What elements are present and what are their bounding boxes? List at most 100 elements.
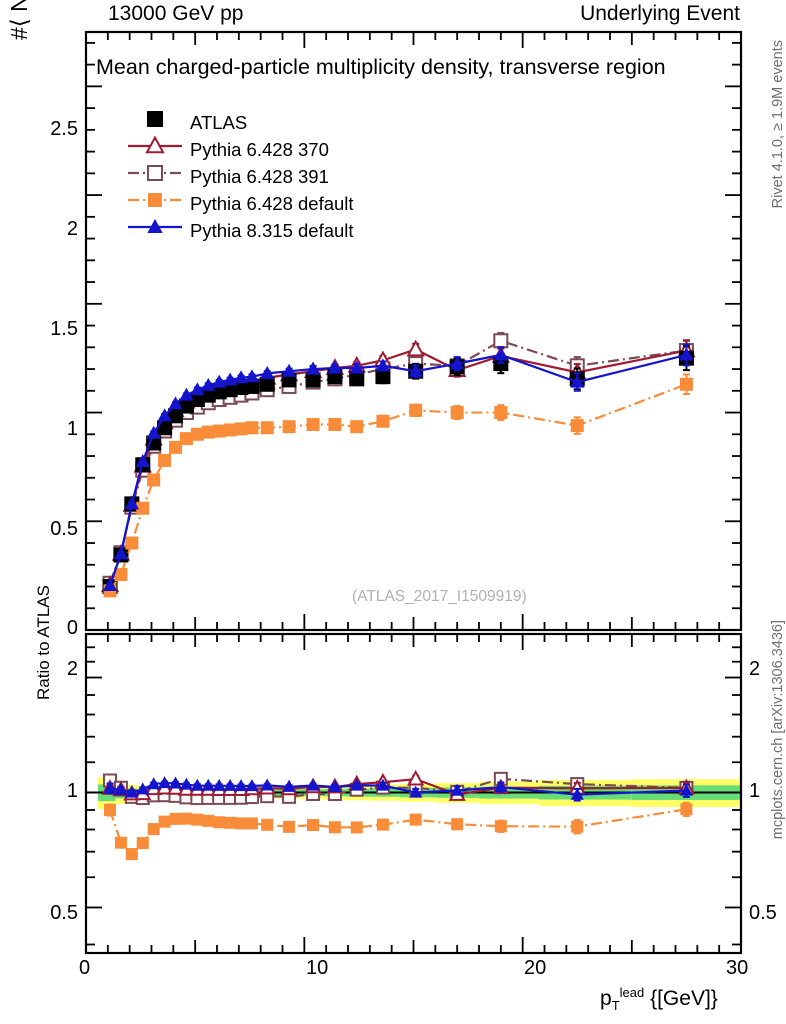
data-point xyxy=(125,785,139,798)
data-point xyxy=(409,403,423,417)
data-point xyxy=(375,369,391,385)
data-point xyxy=(282,420,296,434)
data-point xyxy=(201,425,215,439)
legend-label-pythia6-default: Pythia 6.428 default xyxy=(190,193,354,214)
legend-marker-4[interactable] xyxy=(128,218,182,233)
data-point xyxy=(213,816,226,829)
legend-marker-1[interactable] xyxy=(128,135,182,154)
data-point xyxy=(135,453,150,467)
data-point xyxy=(179,387,194,401)
data-point xyxy=(102,577,118,591)
main-panel-frame xyxy=(84,30,743,632)
data-point xyxy=(224,816,237,829)
data-point xyxy=(350,778,364,791)
legend-marker-2[interactable] xyxy=(128,165,182,181)
data-point xyxy=(305,372,321,388)
data-point xyxy=(212,778,226,791)
series-pythia-6-428-370-main xyxy=(100,339,696,593)
page-title: Mean charged-particle multiplicity densi… xyxy=(96,55,666,79)
series-line xyxy=(109,383,687,592)
data-point xyxy=(283,820,296,833)
x-tick-30: 30 xyxy=(726,957,749,979)
legend-marker-3[interactable] xyxy=(128,193,182,207)
data-point xyxy=(201,377,216,391)
data-point xyxy=(179,777,194,790)
legend-symbol xyxy=(145,135,165,154)
data-point xyxy=(179,432,193,446)
data-point xyxy=(146,435,162,451)
y-tick-ratio-0.5-right: 0.5 xyxy=(749,902,777,924)
header-beam-energy: 13000 GeV pp xyxy=(108,2,244,25)
data-point xyxy=(350,821,363,834)
y-tick-ratio-2-right: 2 xyxy=(749,658,761,680)
data-point xyxy=(244,369,260,383)
series-atlas-main xyxy=(102,345,694,595)
data-point xyxy=(245,421,259,435)
data-point xyxy=(113,546,129,560)
data-point xyxy=(260,421,274,435)
data-point xyxy=(680,803,693,816)
dataset-watermark: (ATLAS_2017_I1509919) xyxy=(352,588,527,605)
data-point xyxy=(168,776,183,789)
data-point xyxy=(125,848,138,861)
data-point xyxy=(136,501,150,515)
data-point xyxy=(450,783,464,796)
data-point xyxy=(147,473,161,487)
legend-label-pythia6-370: Pythia 6.428 370 xyxy=(190,139,329,160)
data-point xyxy=(212,424,226,438)
data-point xyxy=(349,360,364,374)
data-point xyxy=(375,358,391,372)
data-point xyxy=(494,780,508,793)
data-point xyxy=(305,361,321,375)
data-point xyxy=(493,333,509,349)
legend-label-pythia6-391: Pythia 6.428 391 xyxy=(190,166,329,187)
legend-symbol xyxy=(147,218,163,233)
data-point xyxy=(328,821,341,834)
series-pythia-8-315-default-main xyxy=(102,343,694,591)
data-point xyxy=(679,783,694,796)
data-point xyxy=(158,453,172,467)
data-point xyxy=(282,779,296,792)
y-tick-main-1: 1 xyxy=(66,418,78,440)
y-tick-main-2.5: 2.5 xyxy=(50,118,78,140)
data-point xyxy=(570,787,584,800)
x-tick-0: 0 xyxy=(79,957,91,979)
data-point xyxy=(570,419,584,433)
data-point xyxy=(168,396,183,410)
y-tick-main-0: 0 xyxy=(66,617,78,639)
data-point xyxy=(328,780,342,793)
legend-label-pythia8-default: Pythia 8.315 default xyxy=(190,220,354,241)
legend-symbol xyxy=(147,111,163,127)
data-point xyxy=(328,418,342,432)
data-point xyxy=(407,769,425,786)
data-point xyxy=(327,360,343,374)
data-point xyxy=(146,425,161,439)
data-point xyxy=(494,820,507,833)
legend-symbol xyxy=(148,193,162,207)
data-point xyxy=(136,837,149,850)
data-point xyxy=(136,782,150,795)
data-point xyxy=(157,420,173,436)
axes-frame-layer xyxy=(84,30,743,955)
x-tick-10: 10 xyxy=(306,957,329,979)
series-pythia-8-315-default-ratio xyxy=(103,776,694,802)
data-point xyxy=(233,370,249,384)
data-point xyxy=(125,536,139,550)
data-point xyxy=(376,414,390,428)
legend-marker-0[interactable] xyxy=(147,111,163,127)
legend-symbol xyxy=(147,165,163,181)
data-point xyxy=(191,813,204,826)
data-point xyxy=(190,427,204,441)
data-point xyxy=(158,815,171,828)
y-tick-main-0.5: 0.5 xyxy=(50,518,78,540)
data-point xyxy=(158,776,172,789)
data-point xyxy=(307,819,320,832)
data-point xyxy=(201,778,215,791)
data-point xyxy=(451,818,464,831)
data-point xyxy=(147,777,161,790)
data-point xyxy=(409,813,422,826)
data-point xyxy=(349,371,365,387)
y-tick-ratio-1-right: 1 xyxy=(749,780,761,802)
